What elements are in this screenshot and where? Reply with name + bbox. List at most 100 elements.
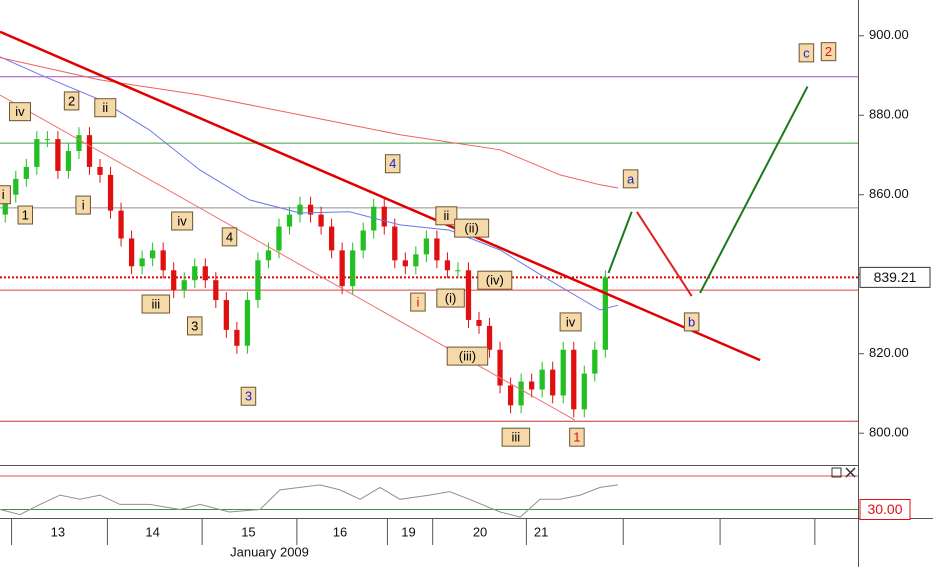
wave-label: c xyxy=(803,45,810,60)
candle-body xyxy=(118,210,124,239)
wave-label: iv xyxy=(177,213,187,228)
wave-label: 1 xyxy=(22,207,29,222)
wave-label: iv xyxy=(566,314,576,329)
month-label: January 2009 xyxy=(230,544,309,559)
x-tick-label: 21 xyxy=(534,524,548,539)
candle-body xyxy=(13,178,19,195)
line-series xyxy=(0,30,761,362)
wave-label: i xyxy=(82,198,85,213)
wave-label-box xyxy=(187,316,203,336)
panel-maximize-icon[interactable] xyxy=(831,467,842,478)
candle-body xyxy=(486,325,493,350)
wave-label-box xyxy=(454,218,490,238)
candle-body xyxy=(602,277,608,350)
candle-body xyxy=(223,300,229,330)
candle-body xyxy=(307,204,314,215)
candle-body xyxy=(192,266,198,281)
wave-label-box xyxy=(221,227,238,247)
wave-label: 1 xyxy=(573,430,580,445)
wave-label-box xyxy=(436,288,465,308)
candle-body xyxy=(529,381,535,390)
wave-label-box xyxy=(683,312,700,332)
wave-label-box xyxy=(94,98,117,118)
wave-label: (ii) xyxy=(464,221,478,236)
wave-label-box xyxy=(384,154,401,174)
wave-label-box xyxy=(477,270,513,290)
wave-label-box xyxy=(569,427,585,447)
candle-body xyxy=(234,329,240,346)
candle-body xyxy=(2,194,8,215)
candle-body xyxy=(23,166,29,179)
line-series xyxy=(607,211,633,274)
y-tick-label: 860.00 xyxy=(869,186,909,201)
candle-body xyxy=(171,270,177,291)
wave-label: i xyxy=(2,187,5,202)
wave-label: ii xyxy=(102,100,108,115)
wave-label: iii xyxy=(512,430,521,445)
candle-body xyxy=(444,260,451,271)
wave-label-box xyxy=(171,211,194,231)
wave-label: (iii) xyxy=(459,349,476,364)
candle-body xyxy=(413,254,419,267)
wave-label: (iv) xyxy=(486,273,504,288)
wave-label-box xyxy=(141,294,171,314)
oscillator-level-label: 30.00 xyxy=(867,501,902,517)
candle-body xyxy=(128,238,135,267)
line-series xyxy=(636,211,693,297)
candle-body xyxy=(297,204,303,215)
candle-body xyxy=(213,280,219,301)
candle-body xyxy=(255,260,261,301)
y-tick-label: 820.00 xyxy=(869,345,909,360)
wave-label-box xyxy=(410,292,426,312)
candle-body xyxy=(360,230,366,251)
candle-body xyxy=(150,250,156,259)
x-tick-label: 16 xyxy=(333,524,347,539)
wave-label: iii xyxy=(151,296,160,311)
wave-label: 2 xyxy=(825,44,832,59)
wave-label: iv xyxy=(15,104,25,119)
panel-close-icon[interactable] xyxy=(845,467,856,478)
candle-body xyxy=(518,381,524,406)
candle-body xyxy=(107,174,114,211)
candle-body xyxy=(507,385,514,406)
candle-body xyxy=(328,226,335,251)
candle-body xyxy=(339,250,345,287)
oscillator-line xyxy=(0,484,619,518)
candle-body xyxy=(34,139,40,167)
candle-body xyxy=(434,238,440,261)
wave-label: 3 xyxy=(245,389,252,404)
candle-body xyxy=(318,214,324,227)
wave-label-box xyxy=(435,206,458,226)
candle-body xyxy=(560,349,566,396)
wave-label: 2 xyxy=(68,93,75,108)
wave-label-box xyxy=(622,169,639,189)
candle-body xyxy=(592,349,598,374)
candle-body xyxy=(497,349,503,386)
x-tick-label: 20 xyxy=(473,524,487,539)
wave-label-box xyxy=(0,185,11,205)
wave-label: 3 xyxy=(191,318,198,333)
candle-body xyxy=(571,349,577,410)
wave-label-box xyxy=(501,427,531,447)
wave-label: i xyxy=(417,294,420,309)
x-tick-label: 13 xyxy=(51,524,65,539)
wave-label: 4 xyxy=(226,229,233,244)
wave-label: 4 xyxy=(389,156,396,171)
wave-label-box xyxy=(75,195,91,215)
wave-label-box xyxy=(446,346,489,366)
candle-body xyxy=(402,260,408,267)
wave-label-box xyxy=(559,312,582,332)
last-price-box xyxy=(859,266,931,288)
candle-body xyxy=(244,300,251,346)
candle-body xyxy=(455,270,461,272)
candle-body xyxy=(44,139,51,141)
candle-body xyxy=(65,151,72,171)
candle-body xyxy=(423,238,429,255)
candle-body xyxy=(350,250,356,287)
candle-body xyxy=(465,270,472,320)
last-price-label: 839.21 xyxy=(874,269,917,285)
line-series xyxy=(0,57,619,189)
y-tick-label: 900.00 xyxy=(869,27,909,42)
candle-body xyxy=(276,226,282,251)
